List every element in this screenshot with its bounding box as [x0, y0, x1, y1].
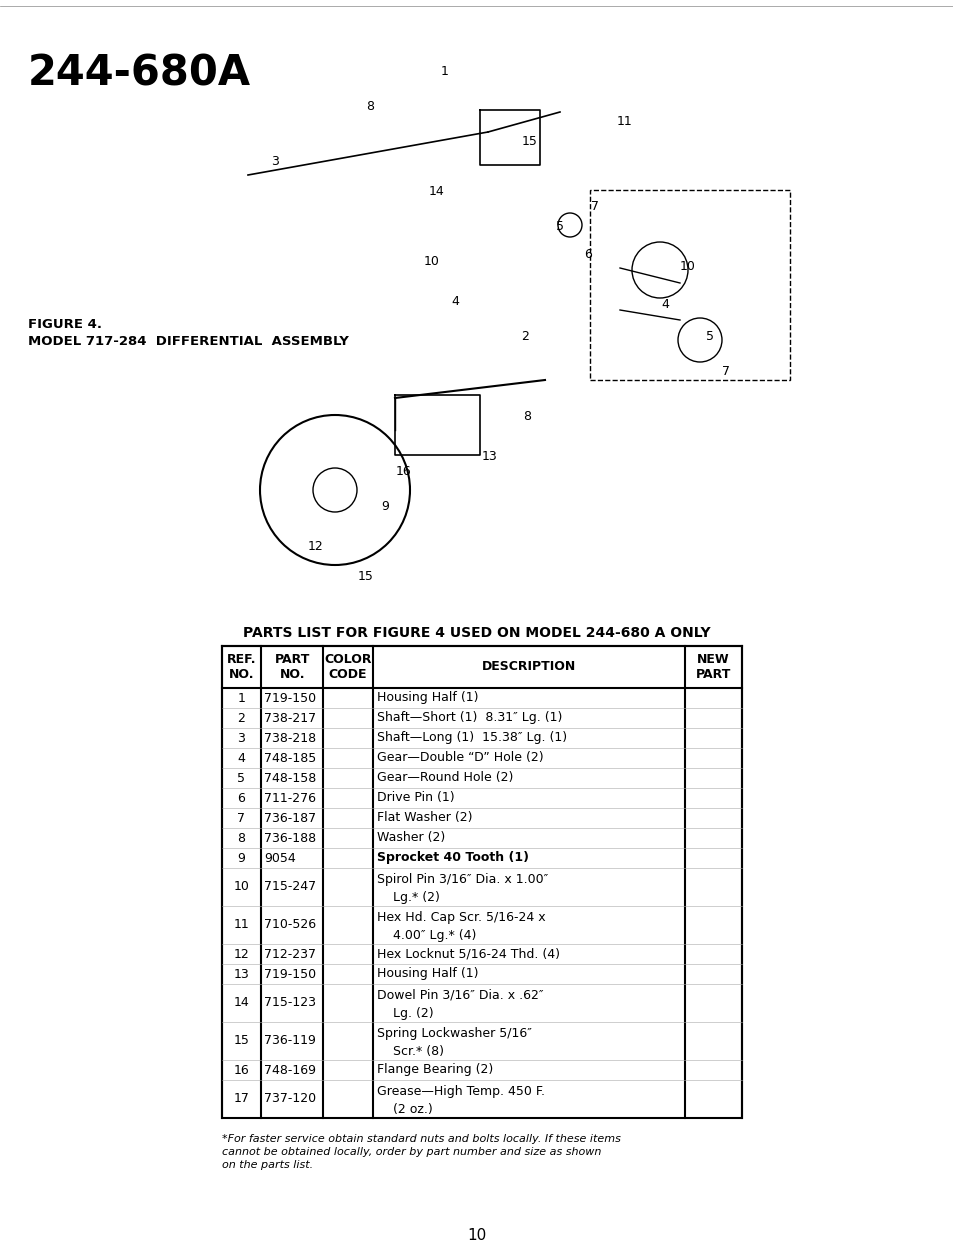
Text: 10: 10: [679, 260, 695, 273]
Text: 9: 9: [380, 500, 389, 513]
Text: 736-119: 736-119: [264, 1034, 315, 1048]
Text: 13: 13: [481, 450, 497, 464]
Text: 11: 11: [617, 115, 632, 128]
Text: (2 oz.): (2 oz.): [376, 1103, 432, 1116]
Text: Gear—Round Hole (2): Gear—Round Hole (2): [376, 771, 513, 785]
Text: 17: 17: [233, 1093, 249, 1105]
Text: 712-237: 712-237: [264, 947, 315, 961]
Text: 8: 8: [237, 831, 245, 845]
Text: 748-185: 748-185: [264, 751, 315, 765]
Text: 5: 5: [705, 330, 713, 343]
Text: 7: 7: [590, 201, 598, 213]
Bar: [589, 189, 789, 380]
Text: 5: 5: [237, 771, 245, 785]
Text: Drive Pin (1): Drive Pin (1): [376, 791, 454, 805]
Text: Hex Hd. Cap Scr. 5/16-24 x: Hex Hd. Cap Scr. 5/16-24 x: [376, 911, 545, 925]
Text: Grease—High Temp. 450 F.: Grease—High Temp. 450 F.: [376, 1085, 544, 1098]
Text: on the parts list.: on the parts list.: [222, 1160, 313, 1170]
Text: 2: 2: [237, 711, 245, 724]
Text: Housing Half (1): Housing Half (1): [376, 692, 477, 704]
Text: NEW
PART: NEW PART: [695, 653, 730, 682]
Text: Gear—Double “D” Hole (2): Gear—Double “D” Hole (2): [376, 751, 543, 765]
Text: 4.00″ Lg.* (4): 4.00″ Lg.* (4): [376, 930, 476, 942]
Text: 1: 1: [237, 692, 245, 704]
Text: 12: 12: [233, 947, 249, 961]
Text: 9054: 9054: [264, 851, 295, 865]
Text: PARTS LIST FOR FIGURE 4 USED ON MODEL 244-680 A ONLY: PARTS LIST FOR FIGURE 4 USED ON MODEL 24…: [243, 625, 710, 640]
Text: Shaft—Long (1)  15.38″ Lg. (1): Shaft—Long (1) 15.38″ Lg. (1): [376, 731, 566, 745]
Text: Lg.* (2): Lg.* (2): [376, 891, 439, 905]
Text: PART
NO.: PART NO.: [274, 653, 310, 682]
Text: 2: 2: [520, 330, 528, 343]
Text: 4: 4: [451, 295, 458, 308]
Text: 1: 1: [440, 65, 449, 78]
Text: 10: 10: [424, 255, 439, 268]
Text: 736-188: 736-188: [264, 831, 315, 845]
Bar: [222, 645, 741, 1118]
Text: 9: 9: [237, 851, 245, 865]
Text: Scr.* (8): Scr.* (8): [376, 1045, 443, 1058]
Text: 738-217: 738-217: [264, 711, 315, 724]
Text: Washer (2): Washer (2): [376, 831, 445, 845]
Text: FIGURE 4.: FIGURE 4.: [28, 318, 102, 331]
Text: Spirol Pin 3/16″ Dia. x 1.00″: Spirol Pin 3/16″ Dia. x 1.00″: [376, 873, 547, 886]
Text: 715-247: 715-247: [264, 881, 315, 893]
Text: 719-150: 719-150: [264, 692, 315, 704]
Text: Lg. (2): Lg. (2): [376, 1007, 433, 1020]
Text: 244-680A: 244-680A: [28, 52, 251, 93]
Text: 12: 12: [308, 540, 323, 553]
Text: REF.
NO.: REF. NO.: [227, 653, 256, 682]
Text: 711-276: 711-276: [264, 791, 315, 805]
Text: 748-169: 748-169: [264, 1064, 315, 1077]
Text: 14: 14: [429, 184, 444, 198]
Text: 7: 7: [237, 811, 245, 825]
Text: 16: 16: [395, 465, 412, 478]
Text: 6: 6: [583, 248, 591, 260]
Text: 4: 4: [660, 298, 668, 312]
Text: 737-120: 737-120: [264, 1093, 315, 1105]
Text: Hex Locknut 5/16-24 Thd. (4): Hex Locknut 5/16-24 Thd. (4): [376, 947, 559, 961]
Text: 748-158: 748-158: [264, 771, 315, 785]
Text: 7: 7: [721, 365, 729, 378]
Text: Spring Lockwasher 5/16″: Spring Lockwasher 5/16″: [376, 1027, 531, 1040]
Text: 715-123: 715-123: [264, 997, 315, 1009]
Text: 15: 15: [233, 1034, 249, 1048]
Text: 736-187: 736-187: [264, 811, 315, 825]
Text: 738-218: 738-218: [264, 731, 315, 745]
Text: *For faster service obtain standard nuts and bolts locally. If these items: *For faster service obtain standard nuts…: [222, 1134, 620, 1144]
Text: 710-526: 710-526: [264, 918, 315, 932]
Text: Shaft—Short (1)  8.31″ Lg. (1): Shaft—Short (1) 8.31″ Lg. (1): [376, 711, 561, 724]
Text: 10: 10: [233, 881, 249, 893]
Text: Sprocket 40 Tooth (1): Sprocket 40 Tooth (1): [376, 851, 528, 865]
Text: 4: 4: [237, 751, 245, 765]
Text: 5: 5: [556, 221, 563, 233]
Text: 6: 6: [237, 791, 245, 805]
Text: COLOR
CODE: COLOR CODE: [324, 653, 372, 682]
Text: Flat Washer (2): Flat Washer (2): [376, 811, 472, 825]
Text: 11: 11: [233, 918, 249, 932]
Text: Flange Bearing (2): Flange Bearing (2): [376, 1064, 493, 1077]
Text: 10: 10: [467, 1229, 486, 1244]
Text: Housing Half (1): Housing Half (1): [376, 967, 477, 981]
Text: Dowel Pin 3/16″ Dia. x .62″: Dowel Pin 3/16″ Dia. x .62″: [376, 989, 542, 1002]
Text: DESCRIPTION: DESCRIPTION: [481, 660, 576, 674]
Text: 3: 3: [271, 155, 278, 168]
Text: 14: 14: [233, 997, 249, 1009]
Text: MODEL 717-284  DIFFERENTIAL  ASSEMBLY: MODEL 717-284 DIFFERENTIAL ASSEMBLY: [28, 335, 349, 348]
Text: 15: 15: [521, 135, 537, 148]
Text: 15: 15: [357, 569, 374, 583]
Text: 3: 3: [237, 731, 245, 745]
Text: 16: 16: [233, 1064, 249, 1077]
Text: 8: 8: [522, 410, 531, 422]
Text: 8: 8: [366, 100, 374, 113]
Text: cannot be obtained locally, order by part number and size as shown: cannot be obtained locally, order by par…: [222, 1148, 600, 1158]
Text: 13: 13: [233, 967, 249, 981]
Text: 719-150: 719-150: [264, 967, 315, 981]
